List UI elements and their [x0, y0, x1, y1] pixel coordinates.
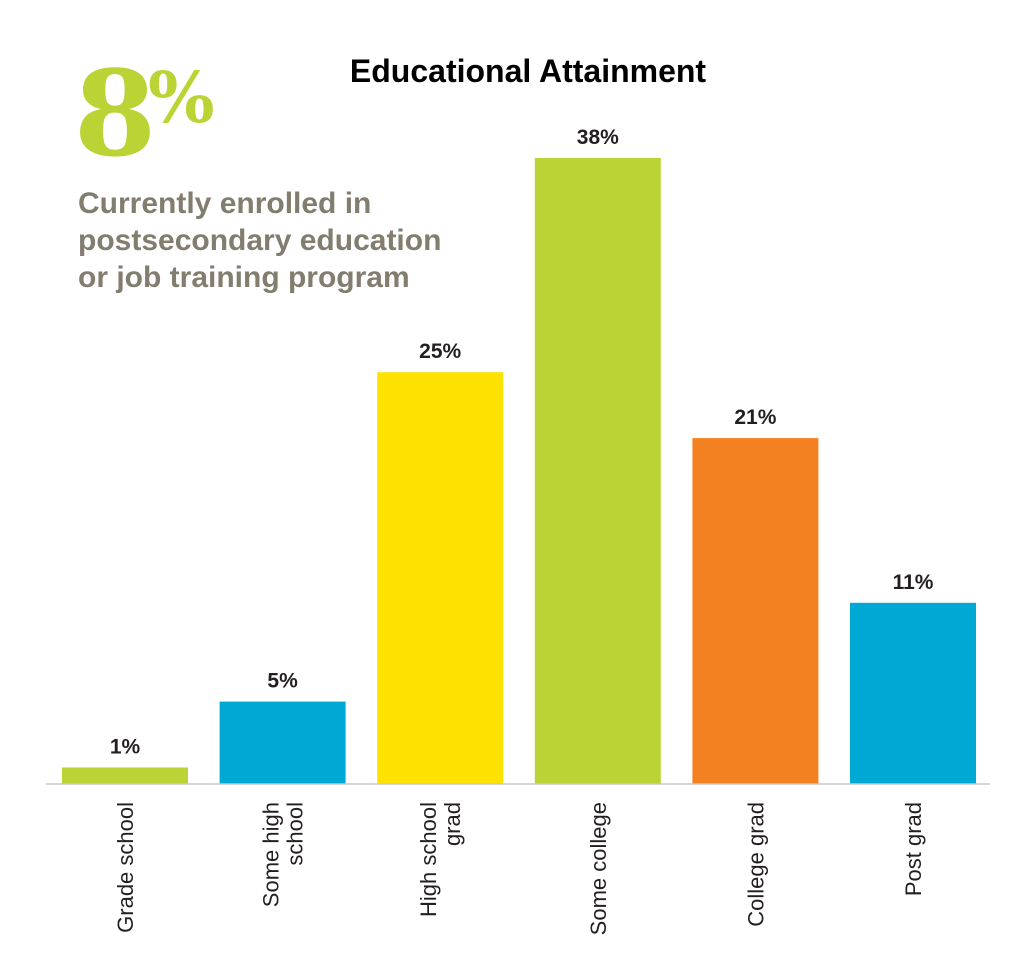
stat-caption: Currently enrolled in postsecondary educ…	[78, 187, 441, 294]
bar	[692, 438, 819, 784]
stat-caption-line: postsecondary education	[78, 224, 441, 257]
bars-group	[62, 158, 976, 784]
category-label-line: school	[283, 802, 308, 866]
category-label-line: Post grad	[901, 802, 926, 896]
category-label: Post grad	[901, 802, 926, 896]
category-label: High school grad	[416, 802, 465, 917]
category-label-line: High school	[416, 802, 441, 917]
data-label: 25%	[419, 340, 461, 363]
data-label: 38%	[577, 126, 619, 149]
stat-unit: %	[148, 56, 215, 139]
category-label-line: College grad	[743, 802, 768, 927]
bar	[534, 158, 661, 784]
category-label-line: Some high	[259, 802, 284, 907]
category-labels-group: Grade school Some high school High school gr…	[113, 802, 926, 935]
data-label: 11%	[893, 571, 934, 594]
data-label: 21%	[734, 406, 776, 429]
category-label: Grade school	[113, 802, 138, 933]
data-label: 1%	[110, 736, 141, 759]
bar	[377, 372, 504, 784]
category-label: College grad	[743, 802, 768, 927]
data-labels-group: 1% 5% 25% 38% 21% 11%	[110, 126, 934, 759]
category-label: Some high school	[259, 802, 308, 907]
bar	[850, 602, 976, 784]
bar	[219, 701, 346, 784]
stat-caption-line: Currently enrolled in	[78, 187, 371, 220]
category-label-line: Grade school	[113, 802, 138, 933]
data-label: 5%	[267, 670, 298, 693]
stat-value: 8	[74, 44, 156, 183]
chart-title: Educational Attainment	[350, 53, 707, 89]
stat-caption-line: or job training program	[78, 261, 410, 294]
category-label-line: grad	[440, 802, 465, 846]
category-label-line: Some college	[586, 802, 611, 935]
bar	[62, 767, 188, 784]
category-label: Some college	[586, 802, 611, 935]
